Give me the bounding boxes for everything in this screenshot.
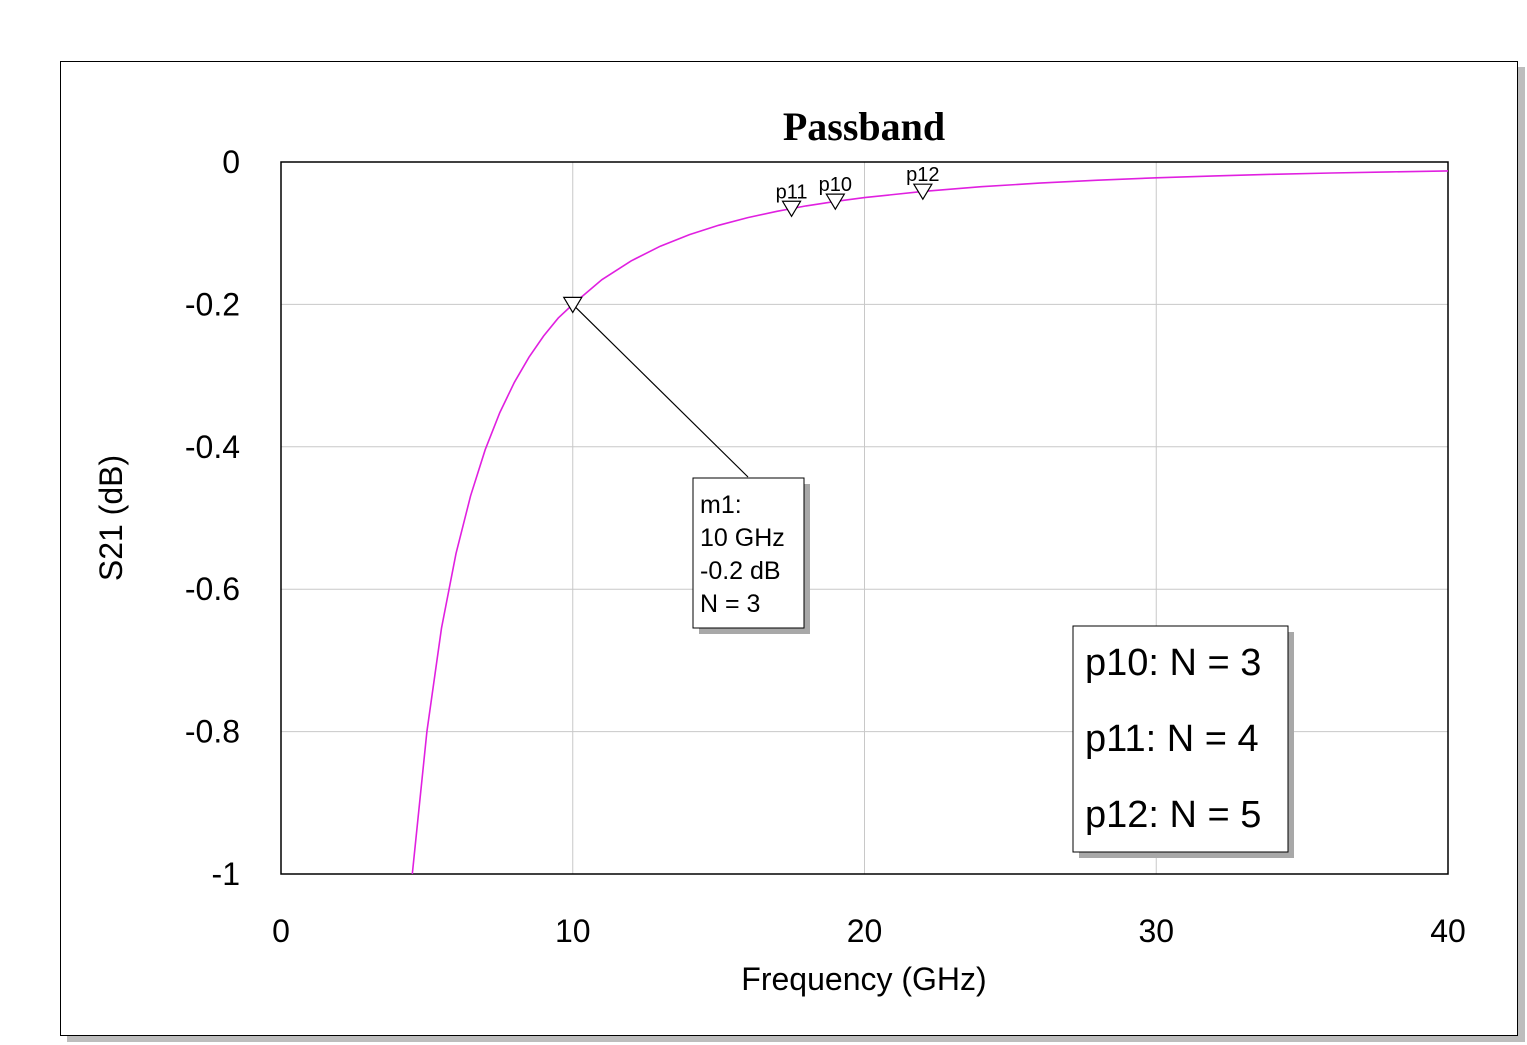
legend-frame: [1072, 625, 1289, 853]
callout-line: 10 GHz: [700, 524, 785, 552]
y-tick-label: 0: [222, 144, 240, 180]
legend-line: p12: N = 5: [1085, 794, 1261, 836]
marker-p10-icon: [825, 193, 846, 211]
y-tick-label: -1: [212, 856, 240, 892]
x-tick-label: 0: [272, 913, 290, 949]
x-tick-label: 40: [1430, 913, 1466, 949]
legend-line: p11: N = 4: [1085, 718, 1259, 760]
callout-line: N = 3: [700, 590, 760, 618]
y-tick-label: -0.4: [185, 429, 240, 465]
x-tick-label: 20: [847, 913, 883, 949]
callout-frame: [692, 477, 805, 629]
tick-labels: 0 10 20 30 40 0 -0.2 -0.4 -0.6 -0.8 -1: [185, 144, 1466, 949]
x-axis-label: Frequency (GHz): [741, 961, 986, 997]
marker-p12-icon: [912, 183, 933, 201]
y-tick-label: -0.8: [185, 714, 240, 750]
marker-label: p12: [906, 164, 939, 186]
callout-box: m1: 10 GHz -0.2 dB N = 3: [692, 477, 810, 634]
series-line: [411, 170, 1449, 875]
y-tick-label: -0.2: [185, 286, 240, 322]
marker-p11-icon: [781, 200, 802, 218]
y-tick-label: -0.6: [185, 571, 240, 607]
marker-label: p10: [819, 174, 852, 196]
legend-box: p10: N = 3 p11: N = 4 p12: N = 5: [1072, 625, 1294, 858]
legend-line: p10: N = 3: [1085, 642, 1261, 684]
x-tick-label: 10: [555, 913, 591, 949]
y-axis-label: S21 (dB): [93, 455, 129, 581]
chart-title: Passband: [783, 104, 945, 149]
callout-leader-line: [572, 303, 749, 478]
marker-m1-icon: [562, 296, 583, 314]
plot-area-border: [280, 161, 1449, 875]
x-tick-label: 30: [1138, 913, 1174, 949]
callout-line: m1:: [700, 491, 742, 519]
callout-line: -0.2 dB: [700, 557, 781, 585]
marker-label: p11: [776, 181, 808, 203]
markers: p11 p10 p12: [562, 164, 940, 314]
